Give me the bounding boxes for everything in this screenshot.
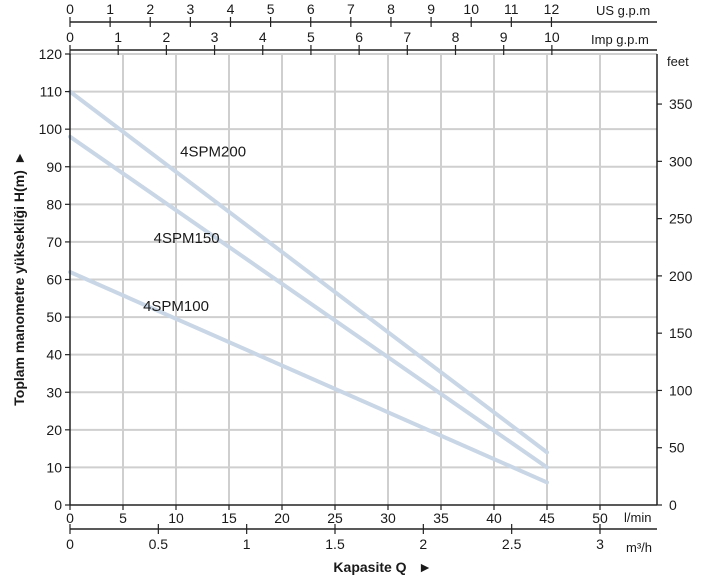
y-tick-label: 70 xyxy=(46,234,62,250)
usgpm-tick-label: 7 xyxy=(347,1,355,17)
m3h-tick-label: 3 xyxy=(596,536,604,552)
feet-tick-label: 100 xyxy=(669,382,693,398)
y-tick-label: 40 xyxy=(46,347,62,363)
lmin-tick-label: 10 xyxy=(168,510,184,526)
feet-tick-label: 0 xyxy=(669,497,677,513)
usgpm-tick-label: 4 xyxy=(227,1,235,17)
m3h-tick-label: 0.5 xyxy=(149,536,169,552)
impgpm-tick-label: 6 xyxy=(355,29,363,45)
impgpm-tick-label: 0 xyxy=(66,29,74,45)
series-layer: 4SPM200 4SPM150 4SPM100 xyxy=(68,89,549,485)
impgpm-tick-label: 4 xyxy=(259,29,267,45)
lmin-tick-label: 30 xyxy=(380,510,396,526)
usgpm-tick-label: 1 xyxy=(106,1,114,17)
usgpm-tick-label: 5 xyxy=(267,1,275,17)
series-label: 4SPM100 xyxy=(143,298,209,315)
lmin-tick-label: 35 xyxy=(433,510,449,526)
series-line xyxy=(68,89,549,455)
y-tick-label: 50 xyxy=(46,309,62,325)
feet-tick-label: 50 xyxy=(669,440,685,456)
feet-tick-label: 200 xyxy=(669,268,693,284)
impgpm-tick-label: 3 xyxy=(211,29,219,45)
impgpm-tick-label: 1 xyxy=(114,29,122,45)
series-label: 4SPM200 xyxy=(180,144,246,161)
usgpm-tick-label: 3 xyxy=(186,1,194,17)
impgpm-unit-label: Imp g.p.m xyxy=(591,32,649,47)
impgpm-tick-label: 10 xyxy=(544,29,560,45)
series-line xyxy=(68,134,549,470)
series-line xyxy=(68,270,549,485)
usgpm-tick-label: 2 xyxy=(146,1,154,17)
lmin-unit-label: l/min xyxy=(624,510,651,525)
impgpm-tick-label: 8 xyxy=(452,29,460,45)
lmin-tick-label: 0 xyxy=(66,510,74,526)
y-tick-label: 90 xyxy=(46,159,62,175)
y-tick-label: 100 xyxy=(39,121,63,137)
y-tick-label: 60 xyxy=(46,272,62,288)
feet-unit-label: feet xyxy=(667,54,689,69)
usgpm-unit-label: US g.p.m xyxy=(596,3,650,18)
m3h-tick-label: 2.5 xyxy=(502,536,522,552)
series-label: 4SPM150 xyxy=(154,230,220,247)
lmin-tick-label: 25 xyxy=(327,510,343,526)
y-tick-label: 80 xyxy=(46,196,62,212)
feet-tick-label: 250 xyxy=(669,211,693,227)
y-tick-label: 110 xyxy=(40,84,63,100)
axis-layer: 0102030405060708090100110120050100150200… xyxy=(39,1,693,552)
y-tick-label: 120 xyxy=(39,46,63,62)
grid-layer xyxy=(70,53,657,505)
lmin-tick-label: 45 xyxy=(539,510,555,526)
impgpm-tick-label: 2 xyxy=(162,29,170,45)
m3h-tick-label: 1.5 xyxy=(325,536,345,552)
y-axis-arrow: ► xyxy=(11,151,27,165)
usgpm-tick-label: 6 xyxy=(307,1,315,17)
usgpm-tick-label: 8 xyxy=(387,1,395,17)
lmin-tick-label: 20 xyxy=(274,510,290,526)
x-axis-arrow: ► xyxy=(418,559,432,575)
lmin-tick-label: 15 xyxy=(221,510,237,526)
m3h-tick-label: 1 xyxy=(243,536,251,552)
y-tick-label: 0 xyxy=(54,497,62,513)
impgpm-tick-label: 9 xyxy=(500,29,508,45)
y-tick-label: 20 xyxy=(46,422,62,438)
usgpm-tick-label: 12 xyxy=(544,1,560,17)
m3h-tick-label: 0 xyxy=(66,536,74,552)
usgpm-tick-label: 11 xyxy=(504,1,519,17)
m3h-tick-label: 2 xyxy=(419,536,427,552)
impgpm-tick-label: 7 xyxy=(403,29,411,45)
lmin-tick-label: 50 xyxy=(592,510,608,526)
y-tick-label: 30 xyxy=(46,384,62,400)
usgpm-tick-label: 9 xyxy=(427,1,435,17)
feet-tick-label: 300 xyxy=(669,153,693,169)
lmin-tick-label: 5 xyxy=(119,510,127,526)
label-layer: Kapasite Q ► Toplam manometre yüksekliği… xyxy=(11,3,689,575)
x-axis-title: Kapasite Q xyxy=(333,559,406,575)
feet-tick-label: 350 xyxy=(669,96,693,112)
y-tick-label: 10 xyxy=(46,459,62,475)
feet-tick-label: 150 xyxy=(669,325,693,341)
usgpm-tick-label: 10 xyxy=(463,1,479,17)
m3h-unit-label: m³/h xyxy=(626,540,652,555)
usgpm-tick-label: 0 xyxy=(66,1,74,17)
impgpm-tick-label: 5 xyxy=(307,29,315,45)
lmin-tick-label: 40 xyxy=(486,510,502,526)
y-axis-title: Toplam manometre yüksekliği H(m) xyxy=(11,170,27,405)
